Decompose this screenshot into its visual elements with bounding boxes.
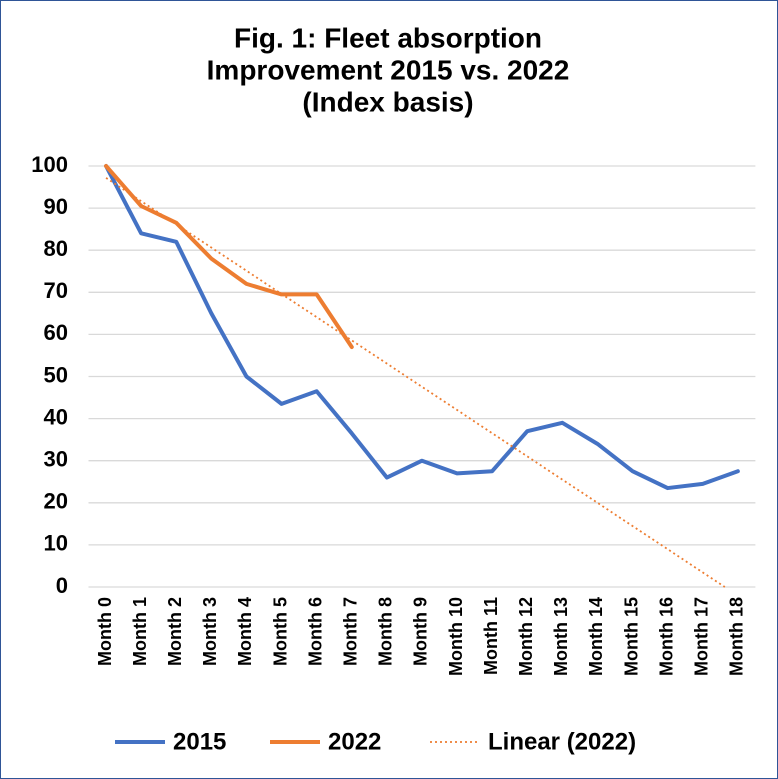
x-tick-label: Month 8 <box>376 597 396 666</box>
x-tick-label: Month 10 <box>446 597 466 676</box>
x-tick-label: Month 3 <box>200 597 220 666</box>
x-tick-label: Month 13 <box>551 597 571 676</box>
x-tick-label: Month 15 <box>621 597 641 676</box>
x-tick-label: Month 16 <box>656 597 676 676</box>
series-line <box>104 164 354 350</box>
y-tick-label: 60 <box>44 320 68 345</box>
y-tick-label: 50 <box>44 362 68 387</box>
y-tick-label: 90 <box>44 194 68 219</box>
legend-label: Linear (2022) <box>488 728 636 755</box>
y-tick-label: 70 <box>44 278 68 303</box>
chart-title: Fig. 1: Fleet absorption <box>234 22 542 53</box>
x-tick-label: Month 5 <box>270 597 290 666</box>
legend-label: 2015 <box>173 728 226 755</box>
x-tick-label: Month 9 <box>411 597 431 666</box>
y-tick-label: 30 <box>44 447 68 472</box>
series-line <box>104 164 740 491</box>
chart-title: (Index basis) <box>302 86 473 117</box>
y-tick-label: 0 <box>56 573 68 598</box>
x-tick-label: Month 17 <box>692 597 712 676</box>
x-tick-label: Month 11 <box>481 597 501 675</box>
y-tick-label: 10 <box>44 531 68 556</box>
x-tick-label: Month 12 <box>516 597 536 676</box>
trendline <box>105 177 726 588</box>
x-tick-label: Month 14 <box>586 597 606 676</box>
x-tick-label: Month 6 <box>305 597 325 666</box>
x-tick-label: Month 18 <box>727 597 747 676</box>
x-tick-label: Month 4 <box>235 597 255 666</box>
x-tick-label: Month 0 <box>95 597 115 666</box>
legend-label: 2022 <box>328 728 381 755</box>
y-tick-label: 80 <box>44 236 68 261</box>
chart-title: Improvement 2015 vs. 2022 <box>207 54 570 85</box>
x-tick-label: Month 7 <box>341 597 361 666</box>
y-tick-label: 20 <box>44 489 68 514</box>
y-tick-label: 100 <box>31 152 68 177</box>
x-tick-label: Month 2 <box>165 597 185 666</box>
x-tick-label: Month 1 <box>130 597 150 666</box>
y-tick-label: 40 <box>44 404 68 429</box>
